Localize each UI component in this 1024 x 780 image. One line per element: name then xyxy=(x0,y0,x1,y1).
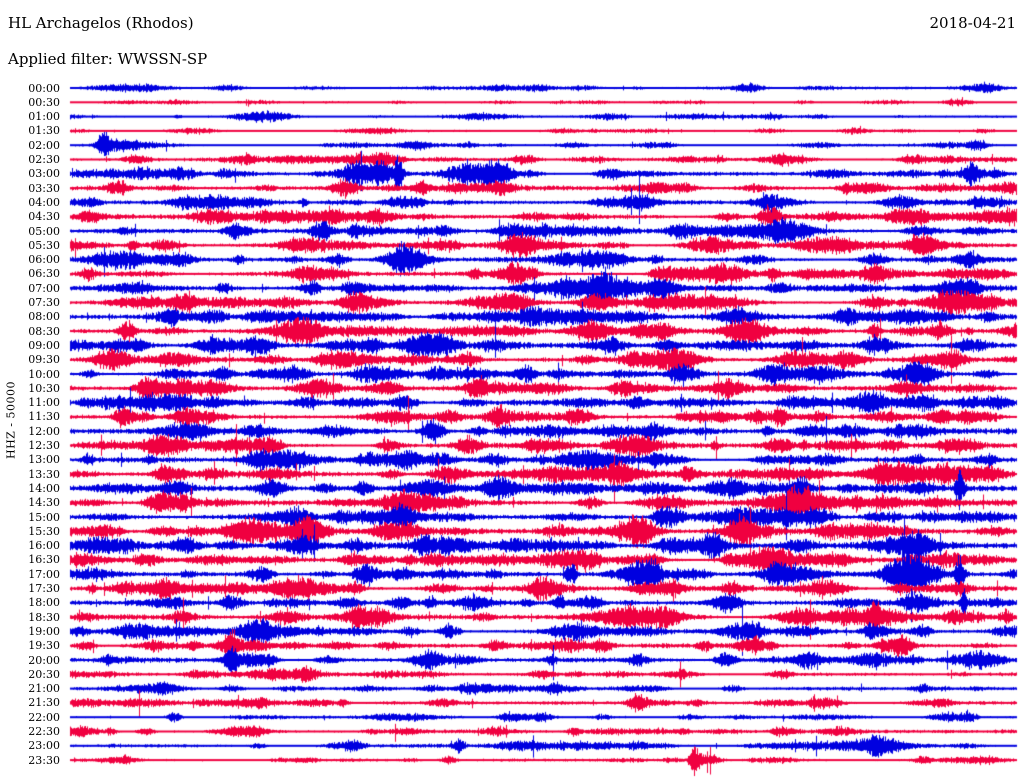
time-label: 10:30 xyxy=(28,381,60,395)
time-label: 15:00 xyxy=(28,510,60,524)
time-label: 18:30 xyxy=(28,610,60,624)
time-label: 11:00 xyxy=(28,396,60,410)
time-label: 00:00 xyxy=(28,81,60,95)
time-label: 21:30 xyxy=(28,696,60,710)
time-label: 20:30 xyxy=(28,667,60,681)
time-label: 01:30 xyxy=(28,124,60,138)
time-label: 02:30 xyxy=(28,153,60,166)
time-label: 13:00 xyxy=(28,453,60,467)
time-label: 20:00 xyxy=(28,653,60,667)
time-label: 05:30 xyxy=(28,238,60,252)
time-label: 17:00 xyxy=(28,567,60,581)
time-label: 04:30 xyxy=(28,210,60,224)
time-label: 17:30 xyxy=(28,582,60,595)
time-label: 03:00 xyxy=(28,167,60,181)
station-title: HL Archagelos (Rhodos) xyxy=(8,14,194,32)
time-label: 02:00 xyxy=(28,138,60,152)
time-label: 09:30 xyxy=(28,353,60,367)
time-label: 12:30 xyxy=(28,439,60,452)
time-label: 13:30 xyxy=(28,467,60,481)
time-label: 12:00 xyxy=(28,424,60,438)
time-label: 14:00 xyxy=(28,481,60,495)
time-label: 16:00 xyxy=(28,539,60,553)
time-label: 19:30 xyxy=(28,639,60,653)
date-label: 2018-04-21 xyxy=(929,14,1016,32)
time-label: 08:00 xyxy=(28,310,60,324)
time-label: 23:30 xyxy=(28,753,60,767)
time-label: 19:00 xyxy=(28,624,60,638)
time-label: 15:30 xyxy=(28,524,60,538)
time-label: 22:00 xyxy=(28,710,60,724)
time-label: 11:30 xyxy=(28,410,60,424)
time-label: 08:30 xyxy=(28,324,60,338)
time-label: 21:00 xyxy=(28,682,60,696)
time-label: 05:00 xyxy=(28,224,60,238)
time-label: 04:00 xyxy=(28,195,60,209)
time-label: 09:00 xyxy=(28,338,60,352)
time-label: 06:30 xyxy=(28,267,60,281)
time-label: 00:30 xyxy=(28,95,60,109)
time-label: 07:00 xyxy=(28,281,60,295)
time-label: 22:30 xyxy=(28,725,60,738)
time-label: 03:30 xyxy=(28,181,60,195)
applied-filter-label: Applied filter: WWSSN-SP xyxy=(8,50,208,68)
time-label: 01:00 xyxy=(28,110,60,124)
time-label: 07:30 xyxy=(28,296,60,309)
time-label: 06:00 xyxy=(28,253,60,267)
time-label: 18:00 xyxy=(28,596,60,610)
time-label: 14:30 xyxy=(28,496,60,510)
time-label: 10:00 xyxy=(28,367,60,381)
time-label: 16:30 xyxy=(28,553,60,567)
time-label: 23:00 xyxy=(28,739,60,753)
